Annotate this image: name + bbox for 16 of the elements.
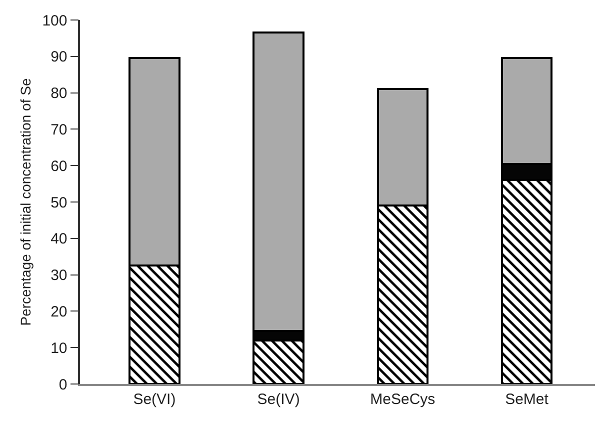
y-tick-label: 10 <box>50 340 68 357</box>
y-tick-label: 0 <box>58 376 68 394</box>
y-tick-label: 100 <box>42 12 68 30</box>
y-tick-label: 90 <box>50 48 68 66</box>
x-tick-label: SeMet <box>505 391 550 408</box>
y-tick-label: 50 <box>50 194 68 212</box>
y-tick-label: 70 <box>50 121 68 138</box>
y-axis-title: Percentage of initial concentration of Se <box>17 78 34 326</box>
x-tick-label: Se(IV) <box>257 391 300 408</box>
y-tick-label: 30 <box>50 267 68 284</box>
y-tick-label: 40 <box>50 230 68 248</box>
y-tick-label: 20 <box>50 303 68 320</box>
x-tick-label: MeSeCys <box>370 391 436 408</box>
y-tick-label: 80 <box>50 85 68 102</box>
y-tick-label: 60 <box>50 158 68 175</box>
x-tick-label: Se(VI) <box>133 391 176 408</box>
